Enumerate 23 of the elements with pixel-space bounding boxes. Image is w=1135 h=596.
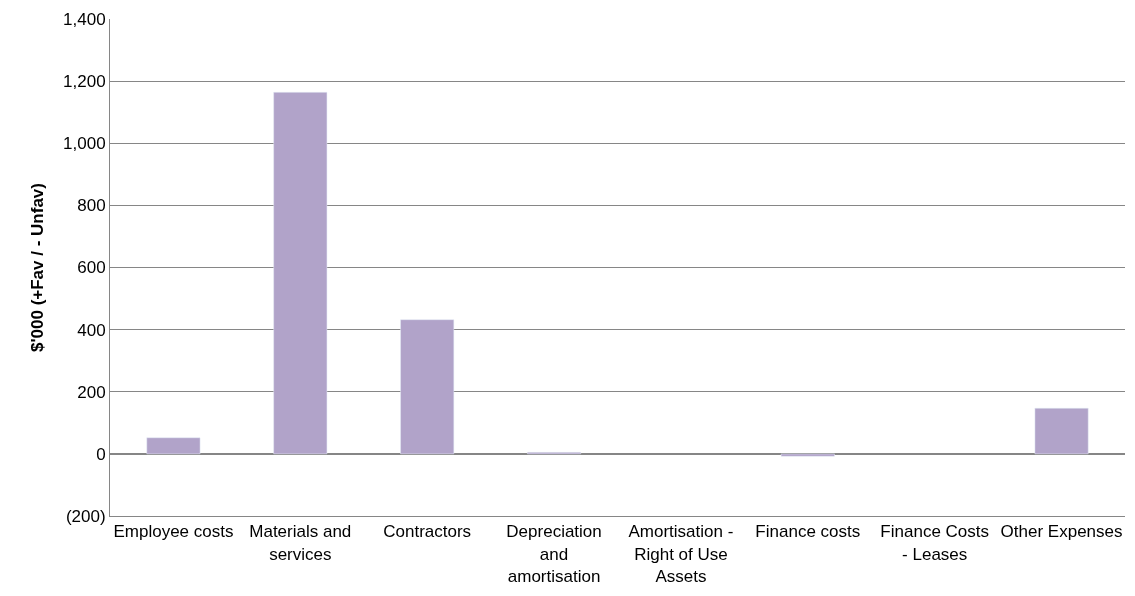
x-tick-label: Amortisation - Right of Use Assets	[628, 522, 734, 586]
y-tick-label: 400	[77, 320, 106, 340]
y-tick-label: 1,000	[63, 134, 106, 154]
bar	[780, 453, 835, 457]
bar	[146, 437, 201, 455]
x-tick-label: Materials and services	[249, 522, 352, 564]
bar	[1034, 407, 1089, 455]
x-tick-label: Employee costs	[113, 522, 234, 542]
x-tick-label: Depreciation and amortisation	[506, 522, 602, 586]
y-tick-label: (200)	[65, 506, 106, 526]
y-tick-label: 1,400	[63, 9, 106, 29]
x-tick-label: Other Expenses	[1000, 522, 1123, 542]
y-tick-label: 1,200	[63, 72, 106, 92]
y-tick-label: 800	[77, 196, 106, 216]
y-tick-label: 0	[96, 444, 106, 464]
bar	[400, 319, 455, 455]
y-axis-title: $'000 (+Fav / - Unfav)	[27, 183, 47, 352]
x-tick-label: Finance costs	[755, 522, 861, 542]
x-tick-label: Finance Costs - Leases	[880, 522, 990, 564]
y-tick-label: 600	[77, 258, 106, 278]
y-tick-label: 200	[77, 382, 106, 402]
x-tick-label: Contractors	[383, 522, 472, 542]
bar	[273, 92, 328, 455]
